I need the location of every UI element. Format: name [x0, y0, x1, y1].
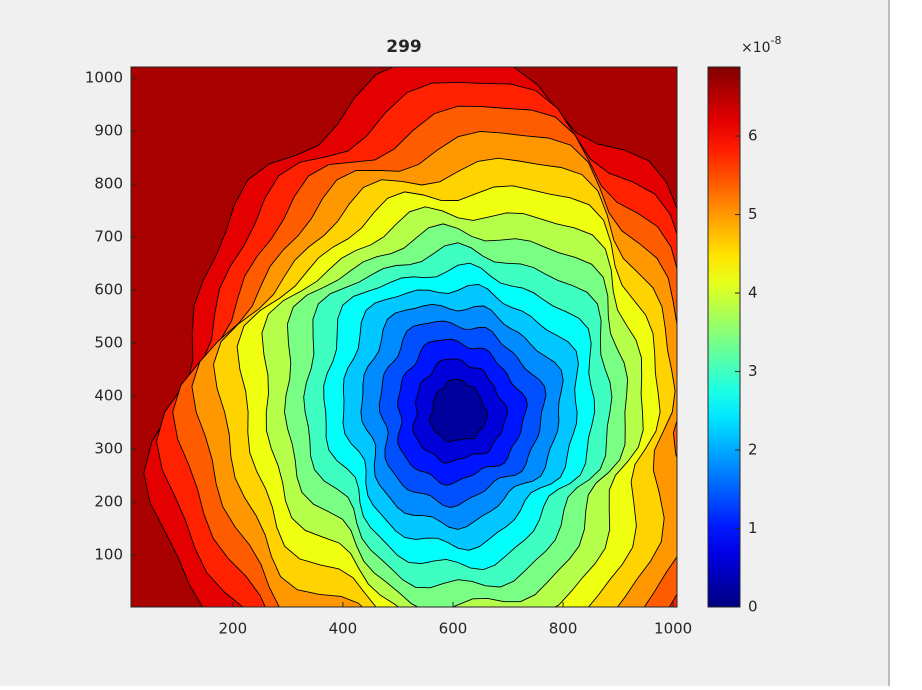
colorbar-tick-label: 5	[748, 205, 758, 223]
colorbar-multiplier: ×10	[741, 40, 771, 56]
y-tick-label: 1000	[85, 69, 123, 87]
contour-field	[131, 67, 677, 607]
x-tick-label: 600	[439, 620, 468, 638]
colorbar-tick-label: 2	[748, 441, 758, 459]
colorbar-tick-label: 1	[748, 519, 758, 537]
y-tick-label: 700	[94, 228, 123, 246]
colorbar-exponent: -8	[771, 34, 782, 47]
x-tick-label: 200	[219, 620, 248, 638]
x-tick-label: 400	[329, 620, 358, 638]
contour-region	[429, 379, 489, 443]
y-tick-label: 300	[94, 440, 123, 458]
y-tick-label: 800	[94, 175, 123, 193]
colorbar-tick-label: 4	[748, 284, 758, 302]
colorbar	[707, 66, 741, 608]
colorbar-tick-label: 6	[748, 127, 758, 145]
plot-frame	[130, 66, 678, 608]
colorbar-exponent-label: ×10-8	[741, 34, 782, 56]
x-tick-label: 800	[549, 620, 578, 638]
y-tick-label: 900	[94, 122, 123, 140]
y-tick-label: 200	[94, 493, 123, 511]
colorbar-tick-label: 0	[748, 598, 758, 616]
y-tick-label: 500	[94, 334, 123, 352]
y-tick-label: 400	[94, 387, 123, 405]
x-tick-label: 1000	[654, 620, 692, 638]
y-tick-label: 100	[94, 546, 123, 564]
colorbar-tick-label: 3	[748, 362, 758, 380]
y-tick-label: 600	[94, 281, 123, 299]
chart-title: 299	[386, 37, 422, 57]
